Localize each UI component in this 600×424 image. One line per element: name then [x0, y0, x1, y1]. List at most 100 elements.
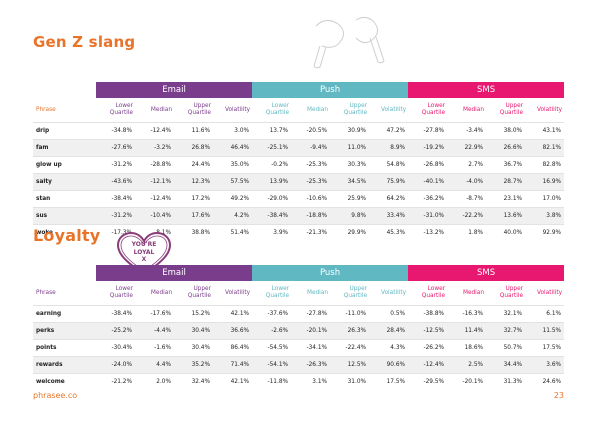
value-cell: -25.3%	[306, 162, 328, 168]
svg-text:LOYAL: LOYAL	[134, 249, 155, 256]
value-cell: 3.0%	[234, 128, 250, 134]
value-cell: 43.1%	[542, 128, 562, 134]
value-cell: 71.4%	[213, 356, 253, 374]
value-cell: -1.6%	[154, 345, 171, 351]
value-cell: 11.5%	[525, 322, 565, 340]
phrase-cell: salty	[33, 173, 96, 191]
value-cell: -13.2%	[423, 230, 445, 236]
value-cell: -16.3%	[462, 311, 484, 317]
value-cell: -22.4%	[345, 345, 367, 351]
value-cell: 26.8%	[174, 139, 213, 157]
value-cell: -24.0%	[96, 356, 135, 374]
table-row: points -30.4% -1.6% 30.4% 86.4% -54.5% -34.1% -…	[33, 339, 565, 357]
value-cell: 8.9%	[369, 139, 409, 157]
metric-header: Upper Quartile	[187, 103, 211, 116]
value-cell: -12.4%	[408, 356, 448, 374]
value-cell: 12.5%	[330, 356, 370, 374]
value-cell: 46.4%	[213, 139, 253, 157]
value-cell: 2.5%	[447, 356, 487, 374]
svg-text:YOU'RE: YOU'RE	[131, 241, 157, 248]
value-cell: 28.4%	[369, 322, 409, 340]
value-cell: -4.4%	[135, 322, 174, 340]
value-cell: -10.4%	[135, 207, 174, 225]
value-cell: 13.9%	[252, 173, 292, 191]
earbuds-illustration	[313, 16, 385, 69]
phrase-cell: woke	[36, 230, 53, 236]
value-cell: -29.5%	[423, 379, 445, 385]
gen-z-slang-table: Email Push SMS Phrase Lower Quartile Media…	[33, 82, 565, 241]
value-cell: 51.4%	[230, 230, 250, 236]
value-cell: -10.6%	[306, 196, 328, 202]
value-cell: 17.0%	[542, 196, 562, 202]
value-cell: 33.4%	[369, 207, 409, 225]
value-cell: 50.7%	[503, 345, 523, 351]
value-cell: 64.2%	[386, 196, 406, 202]
value-cell: 36.6%	[213, 322, 253, 340]
value-cell: 18.6%	[464, 345, 484, 351]
group-header-email: Email	[96, 265, 253, 281]
value-cell: 31.0%	[347, 379, 367, 385]
value-cell: 24.4%	[191, 162, 210, 168]
value-cell: -21.3%	[306, 230, 328, 236]
value-cell: 34.4%	[486, 356, 526, 374]
value-cell: 3.6%	[525, 356, 565, 374]
value-cell: -21.2%	[111, 379, 132, 385]
value-cell: -11.8%	[267, 379, 289, 385]
group-header-sms: SMS	[408, 82, 565, 98]
value-cell: -27.8%	[423, 128, 445, 134]
value-cell: 32.4%	[191, 379, 210, 385]
metric-header: Lower Quartile	[421, 286, 446, 299]
value-cell: 31.3%	[503, 379, 523, 385]
value-cell: -34.8%	[111, 128, 132, 134]
metric-header: Upper Quartile	[187, 286, 211, 299]
phrase-cell: earning	[36, 311, 62, 317]
value-cell: -25.2%	[96, 322, 135, 340]
value-cell: 82.1%	[525, 139, 565, 157]
value-cell: -17.3%	[111, 230, 132, 236]
value-cell: -38.4%	[252, 207, 292, 225]
value-cell: 8.1%	[156, 230, 171, 236]
metric-header: Volatility	[224, 289, 251, 296]
value-cell: -12.4%	[150, 196, 171, 202]
metric-header: Lower Quartile	[421, 103, 446, 116]
metric-header-row: Phrase Lower Quartile Median Upper Quartile…	[33, 281, 564, 306]
value-cell: 32.1%	[503, 311, 523, 317]
value-cell: -38.4%	[111, 196, 132, 202]
value-cell: 0.5%	[390, 311, 406, 317]
value-cell: 34.5%	[330, 173, 370, 191]
value-cell: -11.0%	[345, 311, 367, 317]
group-header-email: Email	[96, 82, 253, 98]
value-cell: -18.8%	[291, 207, 331, 225]
value-cell: 29.9%	[347, 230, 367, 236]
value-cell: -26.2%	[423, 345, 445, 351]
value-cell: 24.6%	[542, 379, 562, 385]
metric-header-row: Phrase Lower Quartile Median Upper Quartile…	[33, 98, 564, 123]
metric-header: Lower Quartile	[265, 286, 290, 299]
value-cell: 86.4%	[230, 345, 250, 351]
phrase-cell: rewards	[33, 356, 96, 374]
page-number: 23	[553, 391, 564, 400]
value-cell: -34.1%	[306, 345, 328, 351]
metric-header: Lower Quartile	[265, 103, 290, 116]
blank-header	[33, 265, 96, 281]
value-cell: 3.9%	[273, 230, 289, 236]
table-row: stan -38.4% -12.4% 17.2% 49.2% -29.0% -10.6% 25…	[33, 190, 565, 208]
value-cell: -26.8%	[423, 162, 445, 168]
metric-header: Median	[150, 106, 172, 113]
value-cell: 17.6%	[174, 207, 213, 225]
svg-text:X: X	[142, 256, 147, 263]
table-row: rewards -24.0% 4.4% 35.2% 71.4% -54.1% -26.3% 1…	[33, 356, 565, 374]
phrase-cell: fam	[33, 139, 96, 157]
metric-header: Upper Quartile	[343, 286, 368, 299]
phrase-cell: welcome	[36, 379, 65, 385]
table-row: salty -43.6% -12.1% 12.3% 57.5% 13.9% -25.3% 34…	[33, 173, 565, 191]
value-cell: -19.2%	[408, 139, 448, 157]
value-cell: -27.6%	[96, 139, 135, 157]
value-cell: -12.5%	[408, 322, 448, 340]
value-cell: -3.4%	[466, 128, 484, 134]
value-cell: -3.2%	[135, 139, 174, 157]
value-cell: 2.0%	[156, 379, 171, 385]
phrase-cell: sus	[33, 207, 96, 225]
value-cell: 42.1%	[230, 311, 250, 317]
value-cell: -38.4%	[111, 311, 132, 317]
